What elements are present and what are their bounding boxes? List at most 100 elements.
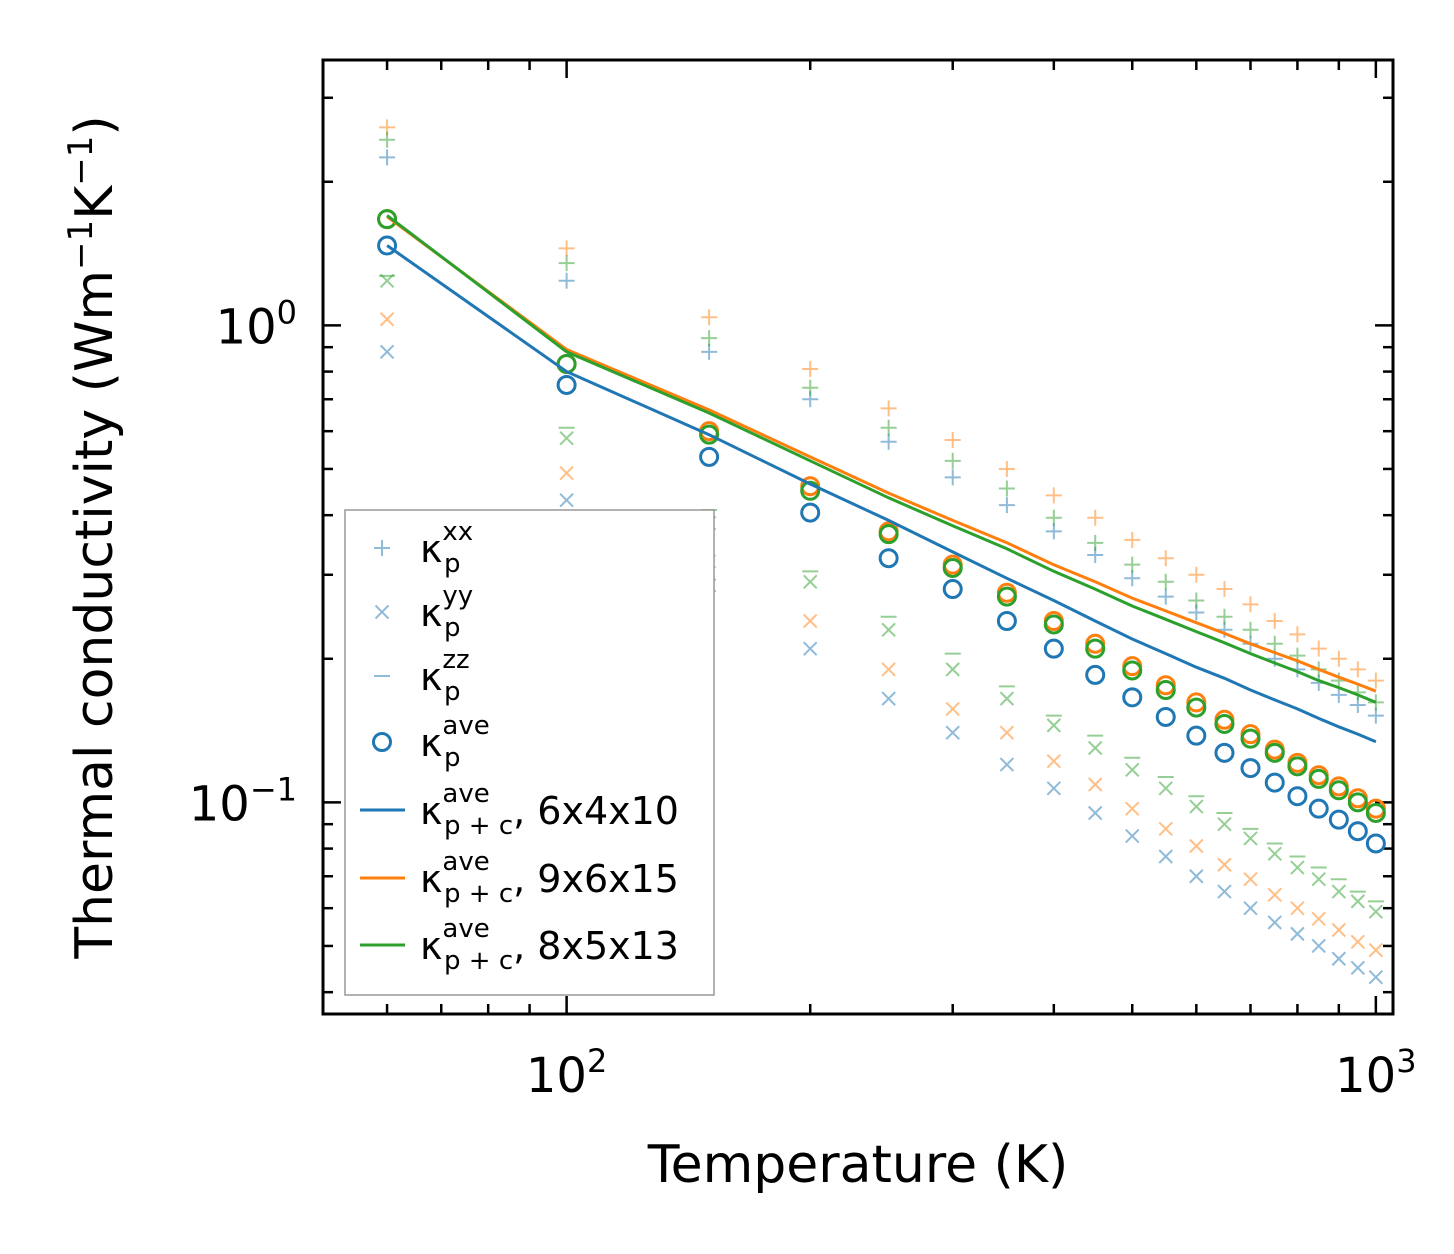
data-point [942,557,963,578]
data-point [881,662,896,677]
data-point [1349,661,1366,678]
series-kyy-6x4x10 [379,344,1384,985]
data-point [1311,872,1326,887]
series-kpc-8x5x13 [386,214,1377,704]
data-point [1290,900,1305,916]
data-point [1043,638,1064,659]
data-point [996,610,1017,631]
data-point [556,374,577,395]
series-kxx-8x5x13 [379,131,1384,711]
legend-marker-swatch [374,540,390,556]
data-point [1088,740,1103,756]
data-point [1124,531,1141,548]
data-point [1368,969,1384,985]
data-point [1264,772,1285,793]
data-point [944,469,961,486]
data-point [379,344,395,360]
data-point [1046,781,1062,796]
data-point [1157,550,1174,567]
series-kpc-6x4x10 [386,244,1377,744]
data-point [1242,596,1259,613]
data-point [1124,556,1141,573]
data-point [1289,626,1306,643]
data-point [1045,487,1062,504]
data-point [1155,680,1176,701]
data-point [1243,872,1258,887]
legend-entry: κave p + c, 6x4x10 [360,779,679,841]
data-point [1267,915,1282,930]
data-point [1189,838,1204,854]
legend-label: κzz p [420,645,470,707]
data-point [379,273,395,289]
data-point [1331,951,1347,966]
data-point [881,622,896,638]
data-point [1243,831,1258,846]
data-point [699,446,720,467]
data-point [1122,687,1143,708]
legend-marker-swatch [374,604,390,620]
data-point [1264,742,1285,763]
data-point [1368,942,1384,958]
data-point [802,361,819,378]
data-point [1045,523,1062,540]
data-point [559,465,574,481]
data-point [1216,608,1233,625]
data-point [1189,869,1204,884]
data-point [878,548,899,569]
data-point [699,424,720,445]
series-line [386,215,1377,693]
data-point [377,235,398,256]
data-point [1217,884,1232,899]
data-point [998,497,1015,514]
legend-label: κave p [420,711,490,773]
series-kzz-8x5x13 [379,274,1384,903]
data-series [377,119,1386,985]
data-point [1328,809,1349,830]
series-kave-8x5x13 [377,209,1386,823]
data-point [1350,894,1366,909]
legend-label: κxx p [420,517,473,579]
data-point [803,613,818,629]
data-point [701,309,718,326]
data-point [1046,753,1062,769]
series-line [386,244,1377,744]
data-point [1347,792,1368,813]
data-point [1088,777,1103,792]
data-point [559,492,574,508]
x-axis-label: Temperature (K) [647,1135,1069,1195]
data-point [1214,713,1235,734]
x-tick-label: 102 [526,1042,607,1104]
data-point [1155,706,1176,727]
tick-labels: 102 103 100 10−1 [189,293,1417,1104]
data-point [1310,640,1327,657]
data-point [1290,926,1305,942]
data-point [1043,614,1064,635]
data-point [1085,664,1106,685]
data-point [1368,904,1384,919]
data-point [1157,588,1174,605]
series-kxx-9x6x15 [379,119,1384,689]
data-point [1125,828,1140,844]
data-point [1330,650,1347,667]
data-point [1216,581,1233,598]
data-point [999,691,1015,706]
data-point [1188,592,1205,609]
data-point [802,379,819,396]
data-point [1242,621,1259,638]
data-point [1347,821,1368,842]
y-tick-label: 10−1 [189,770,297,832]
series-line [386,214,1377,704]
data-point [559,430,574,446]
data-point [701,343,718,360]
x-tick-label: 103 [1335,1042,1416,1104]
data-point [377,209,398,230]
legend-marker-swatch [372,732,392,752]
data-point [1217,816,1232,832]
y-tick-label: 100 [216,293,297,355]
data-point [558,272,575,289]
data-point [379,312,395,327]
data-point [998,480,1015,497]
data-point [945,662,960,677]
data-point [1266,635,1283,652]
